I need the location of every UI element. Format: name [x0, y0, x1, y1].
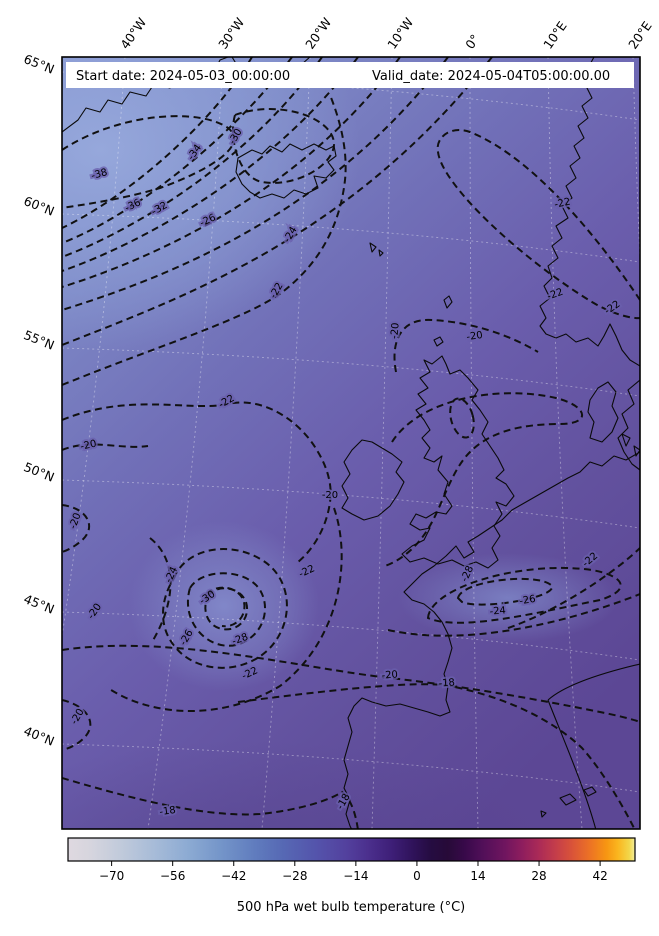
contour-label: -18 [438, 677, 455, 689]
colorbar-tick-label: −28 [282, 869, 307, 883]
coast-mediterranean [547, 663, 640, 829]
valid-date-label: Valid_date: 2024-05-04T05:00:00.00 [372, 69, 610, 84]
coast-balearics [540, 786, 597, 818]
colorbar-ticks: −70 −56 −42 −28 −14 0 14 28 42 [99, 861, 608, 883]
contour-label: -20 [466, 330, 484, 343]
colorbar-gradient [68, 838, 635, 861]
left-axis-label: 50°N [22, 459, 57, 485]
top-axis-label: 10°W [384, 15, 416, 52]
colorbar-tick-label: 42 [592, 869, 607, 883]
start-date-label: Start date: 2024-05-03_00:00:00 [76, 69, 290, 84]
coast-iceland [235, 143, 337, 199]
coast-britain [401, 355, 515, 569]
colorbar-frame [67, 837, 636, 862]
top-axis-label: 40°W [117, 15, 149, 52]
left-axis-label: 60°N [22, 193, 57, 219]
top-axis-label: 20°E [625, 18, 655, 51]
colorbar-tick-label: 28 [531, 869, 546, 883]
coast-shetland-orkney [433, 295, 453, 347]
coast-sweden [617, 379, 640, 471]
contour-label: -24 [489, 605, 506, 617]
coast-norway [539, 57, 640, 367]
map-fill [62, 57, 640, 829]
left-axis-label: 55°N [22, 327, 57, 353]
left-axis-label: 65°N [22, 51, 57, 77]
contour-label: -20 [381, 669, 398, 681]
top-axis-label: 20°W [302, 15, 334, 52]
colorbar-tick-label: −42 [221, 869, 246, 883]
map-frame [61, 56, 641, 830]
colorbar-title: 500 hPa wet bulb temperature (°C) [237, 900, 465, 915]
contour-label: -20 [322, 490, 338, 501]
colorbar-tick-label: −56 [160, 869, 185, 883]
contour-label: -18 [159, 805, 177, 818]
coast-continent [343, 451, 640, 829]
contour-label: -20 [389, 322, 401, 339]
colorbar-tick-label: 14 [470, 869, 485, 883]
contour-label: -26 [519, 594, 537, 608]
colorbar: −70 −56 −42 −28 −14 0 14 28 42 500 hPa wet bulb … [67, 837, 636, 915]
top-axis-label: 30°W [215, 15, 247, 52]
colorbar-tick-label: 0 [413, 869, 421, 883]
coast-faroes [369, 242, 384, 257]
colorbar-tick-label: −70 [99, 869, 124, 883]
graticule-grid [62, 57, 640, 829]
top-axis-label: 10°E [540, 18, 570, 51]
title-box: Start date: 2024-05-03_00:00:00 Valid_da… [66, 62, 634, 88]
top-axis-label: 0° [462, 31, 482, 51]
coast-ireland [341, 439, 405, 521]
colorbar-tick-label: −14 [343, 869, 368, 883]
left-axis-label: 45°N [22, 591, 57, 617]
left-axis-label: 40°N [22, 723, 57, 749]
